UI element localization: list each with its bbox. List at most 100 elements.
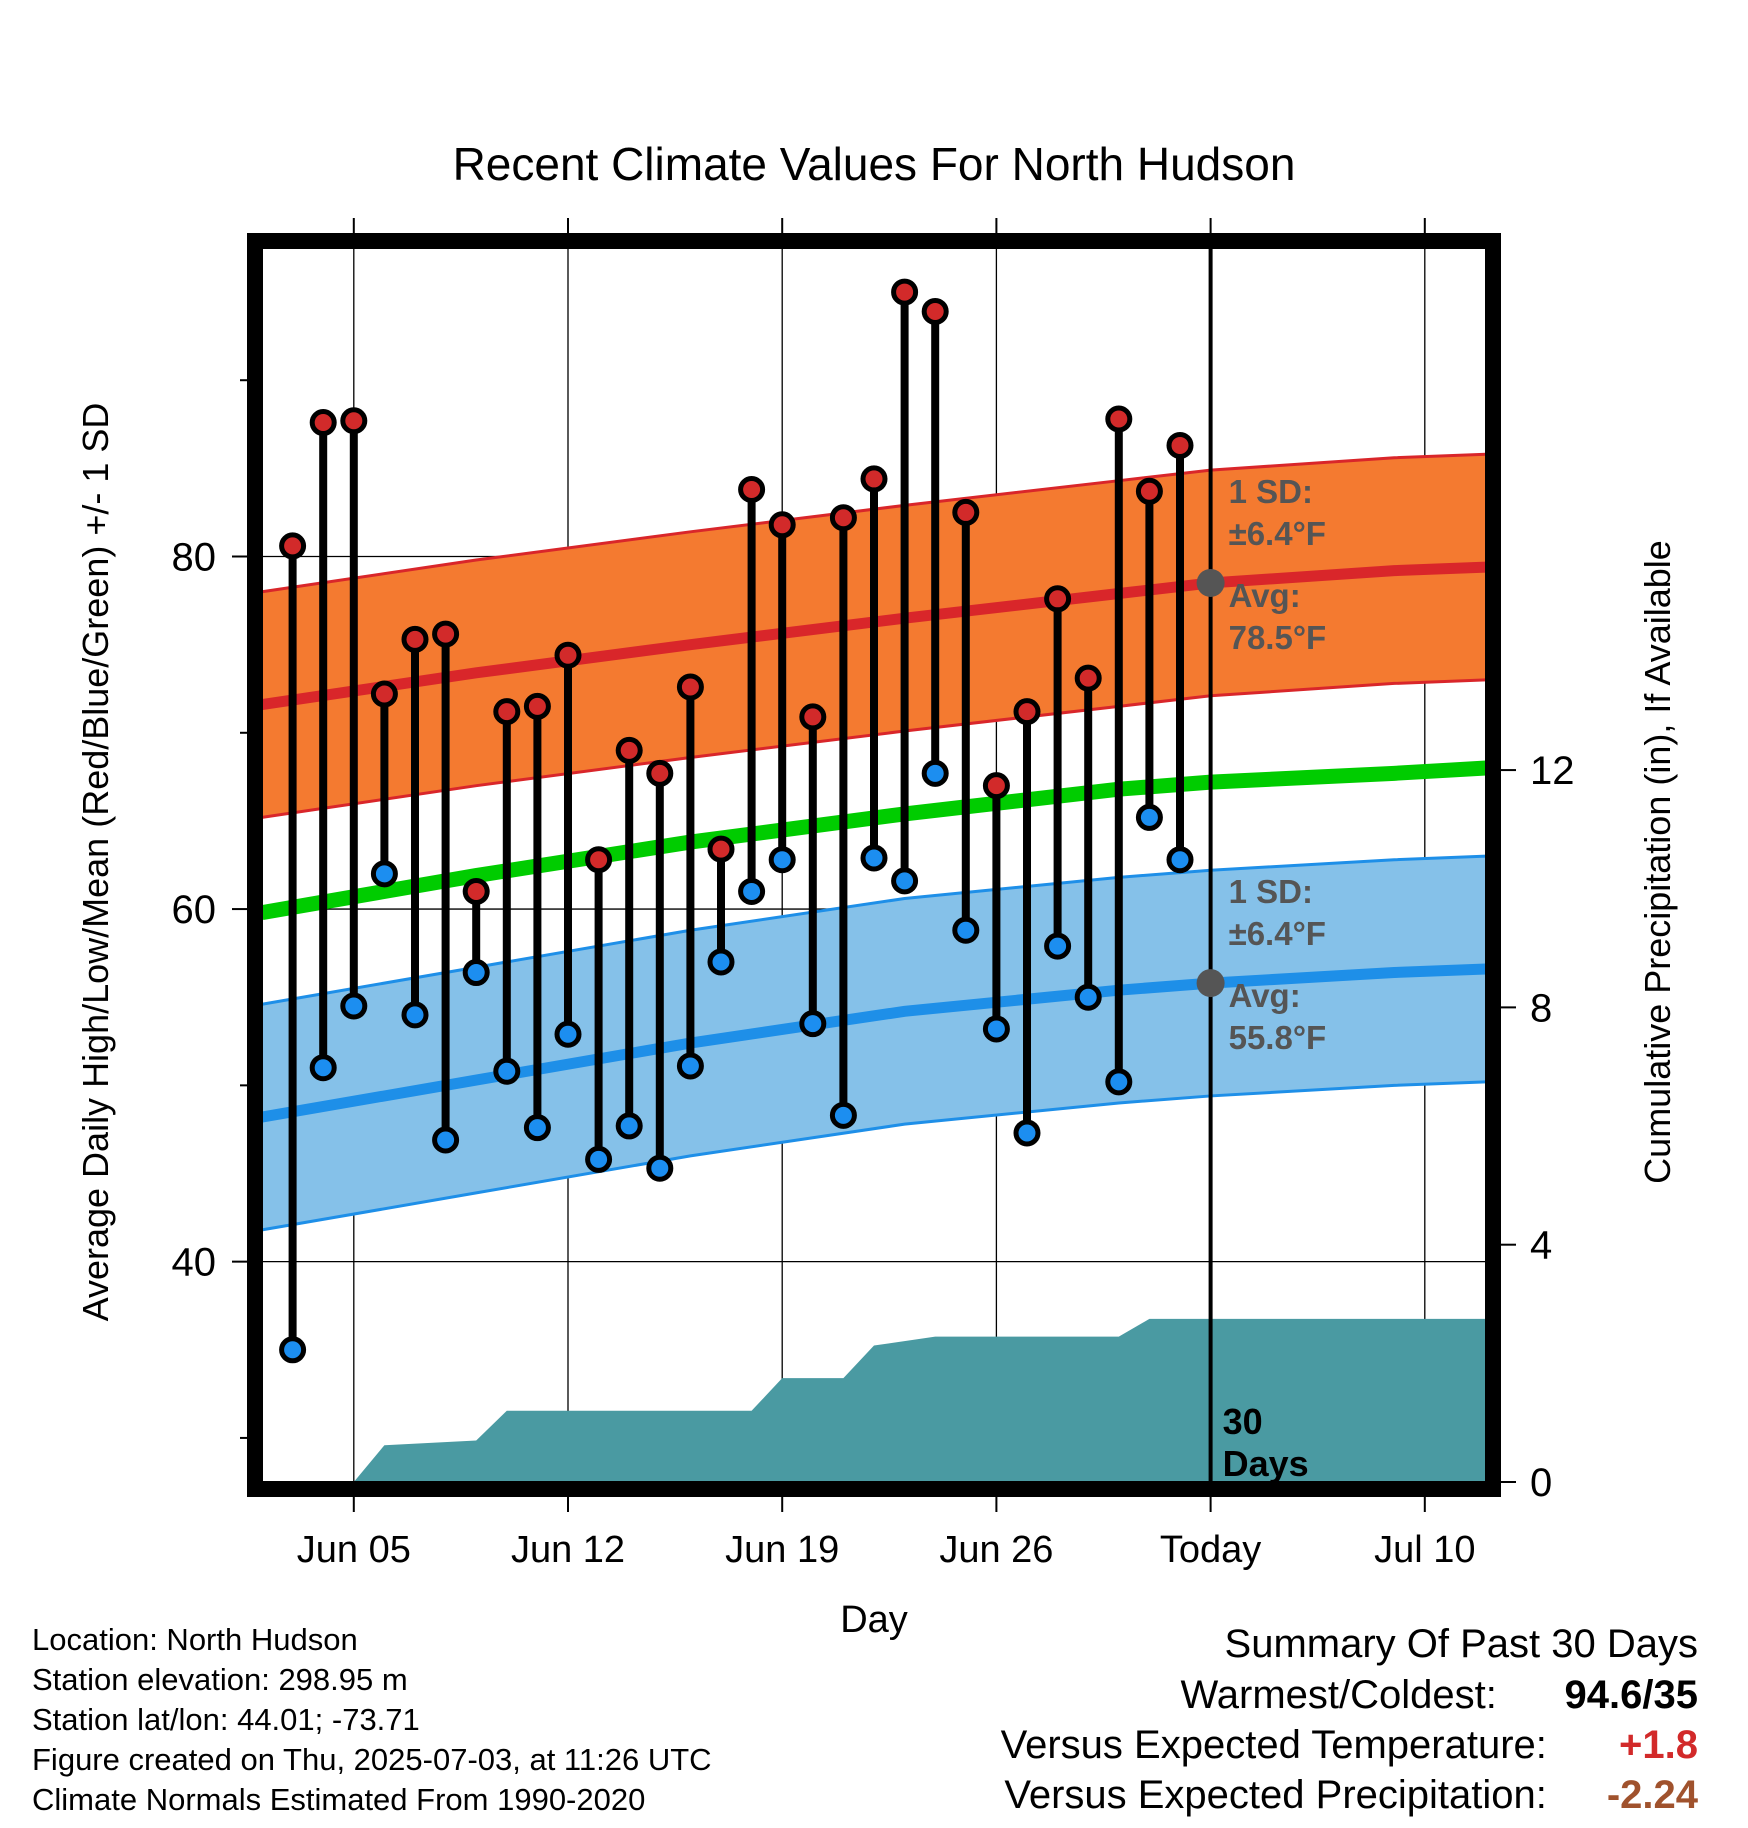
x-tick-label: Jun 26 (939, 1529, 1053, 1571)
low-avg-value: 55.8°F (1229, 1019, 1327, 1056)
today-low-avg-dot (1196, 969, 1225, 998)
daily-low-point (523, 1114, 551, 1142)
daily-high-point (340, 407, 368, 435)
low-band-lower-edge (261, 1080, 1487, 1232)
info-latlon: Station lat/lon: 44.01; -73.71 (32, 1702, 420, 1737)
station-info: Location: North Hudson Station elevation… (32, 1620, 712, 1820)
left-tick-label: 80 (172, 536, 217, 580)
daily-high-point (1135, 477, 1163, 505)
high-sd-value: ±6.4°F (1229, 515, 1326, 552)
right-tick-label: 8 (1530, 986, 1552, 1030)
daily-low-point (1166, 846, 1194, 874)
daily-low-point (309, 1054, 337, 1082)
high-avg-label: Avg: (1229, 577, 1301, 614)
daily-high-point (370, 680, 398, 708)
daily-high-point (585, 846, 613, 874)
daily-high-point (891, 278, 919, 306)
daily-high-point (279, 532, 307, 560)
daily-high-point (554, 641, 582, 669)
today-high-avg-dot (1196, 568, 1225, 597)
daily-high-point (982, 772, 1010, 800)
summary-warmest-label: Warmest/Coldest: (1180, 1673, 1497, 1717)
daily-high-point (462, 877, 490, 905)
daily-low-point (891, 867, 919, 895)
right-tick-label: 0 (1530, 1461, 1552, 1505)
low-avg-label: Avg: (1229, 977, 1301, 1014)
axes: 40 60 80 0 4 8 12 Jun 05 Jun 12 Jun 19 Jun 26 Today… (172, 218, 1575, 1571)
daily-low-point (860, 844, 888, 872)
mean-normal-line (260, 760, 1487, 920)
daily-low-point (982, 1015, 1010, 1043)
daily-high-point (921, 297, 949, 325)
daily-high-point (860, 465, 888, 493)
daily-low-point (707, 948, 735, 976)
daily-high-point (646, 759, 674, 787)
summary-temp-row: Versus Expected Temperature: +1.8 (1001, 1720, 1698, 1770)
daily-high-point (952, 498, 980, 526)
daily-high-point (829, 504, 857, 532)
summary-precip-row: Versus Expected Precipitation: -2.24 (1001, 1770, 1698, 1820)
right-tick-label: 12 (1530, 749, 1575, 793)
daily-low-point (921, 759, 949, 787)
summary-warmest-row: Warmest/Coldest: 94.6/35 (1001, 1670, 1699, 1720)
daily-high-point (432, 620, 460, 648)
daily-low-point (585, 1145, 613, 1173)
daily-low-point (370, 860, 398, 888)
daily-low-point (1074, 983, 1102, 1011)
daily-high-point (707, 835, 735, 863)
annotations: 1 SD: ±6.4°F Avg: 78.5°F 1 SD: ±6.4°F Avg: 55.8… (1196, 473, 1327, 1484)
summary-precip-value: -2.24 (1606, 1773, 1698, 1817)
daily-low-point (646, 1154, 674, 1182)
summary-panel: Summary Of Past 30 Days Warmest/Coldest:… (1001, 1618, 1698, 1820)
daily-low-point (554, 1020, 582, 1048)
daily-low-point (1135, 803, 1163, 831)
daily-high-point (309, 409, 337, 437)
info-created: Figure created on Thu, 2025-07-03, at 11… (32, 1742, 712, 1777)
daily-high-point (1105, 405, 1133, 433)
precip-days-label: Days (1223, 1443, 1309, 1484)
daily-low-point (432, 1126, 460, 1154)
x-tick-label: Jun 05 (297, 1529, 411, 1571)
summary-temp-label: Versus Expected Temperature: (1000, 1723, 1547, 1767)
daily-low-point (279, 1336, 307, 1364)
daily-high-point (1013, 698, 1041, 726)
x-tick-label: Jun 19 (725, 1529, 839, 1571)
chart-title: Recent Climate Values For North Hudson (453, 138, 1296, 190)
summary-heading: Summary Of Past 30 Days (1224, 1622, 1698, 1666)
daily-high-point (1074, 664, 1102, 692)
info-elevation: Station elevation: 298.95 m (32, 1662, 408, 1697)
low-band (262, 856, 1486, 1230)
info-normals: Climate Normals Estimated From 1990-2020 (32, 1782, 646, 1817)
daily-high-point (523, 692, 551, 720)
x-axis-label: Day (840, 1599, 908, 1641)
precip-days-number: 30 (1223, 1401, 1263, 1442)
precipitation-area-fill (331, 1318, 1486, 1482)
daily-low-point (768, 846, 796, 874)
low-band-upper-edge (261, 854, 1487, 1006)
daily-low-point (676, 1052, 704, 1080)
summary-temp-value: +1.8 (1619, 1723, 1698, 1767)
high-band-lower-edge (261, 678, 1487, 819)
daily-low-point (493, 1057, 521, 1085)
left-tick-label: 40 (172, 1241, 217, 1285)
daily-high-point (615, 736, 643, 764)
daily-low-point (1013, 1119, 1041, 1147)
daily-low-point (1044, 932, 1072, 960)
plot-frame (247, 233, 1501, 1497)
daily-high-point (493, 698, 521, 726)
daily-low-point (1105, 1068, 1133, 1096)
daily-high-point (1166, 431, 1194, 459)
daily-low-point (799, 1010, 827, 1038)
y-axis-label-left: Average Daily High/Low/Mean (Red/Blue/Gr… (75, 403, 116, 1322)
daily-high-point (1044, 585, 1072, 613)
high-avg-value: 78.5°F (1229, 619, 1327, 656)
high-normal-line (261, 561, 1487, 711)
daily-low-point (340, 992, 368, 1020)
right-tick-label: 4 (1530, 1224, 1552, 1268)
precipitation-area (331, 1318, 1486, 1482)
daily-low-point (952, 916, 980, 944)
daily-low-point (401, 1001, 429, 1029)
daily-high-point (738, 476, 766, 504)
daily-high-point (401, 625, 429, 653)
